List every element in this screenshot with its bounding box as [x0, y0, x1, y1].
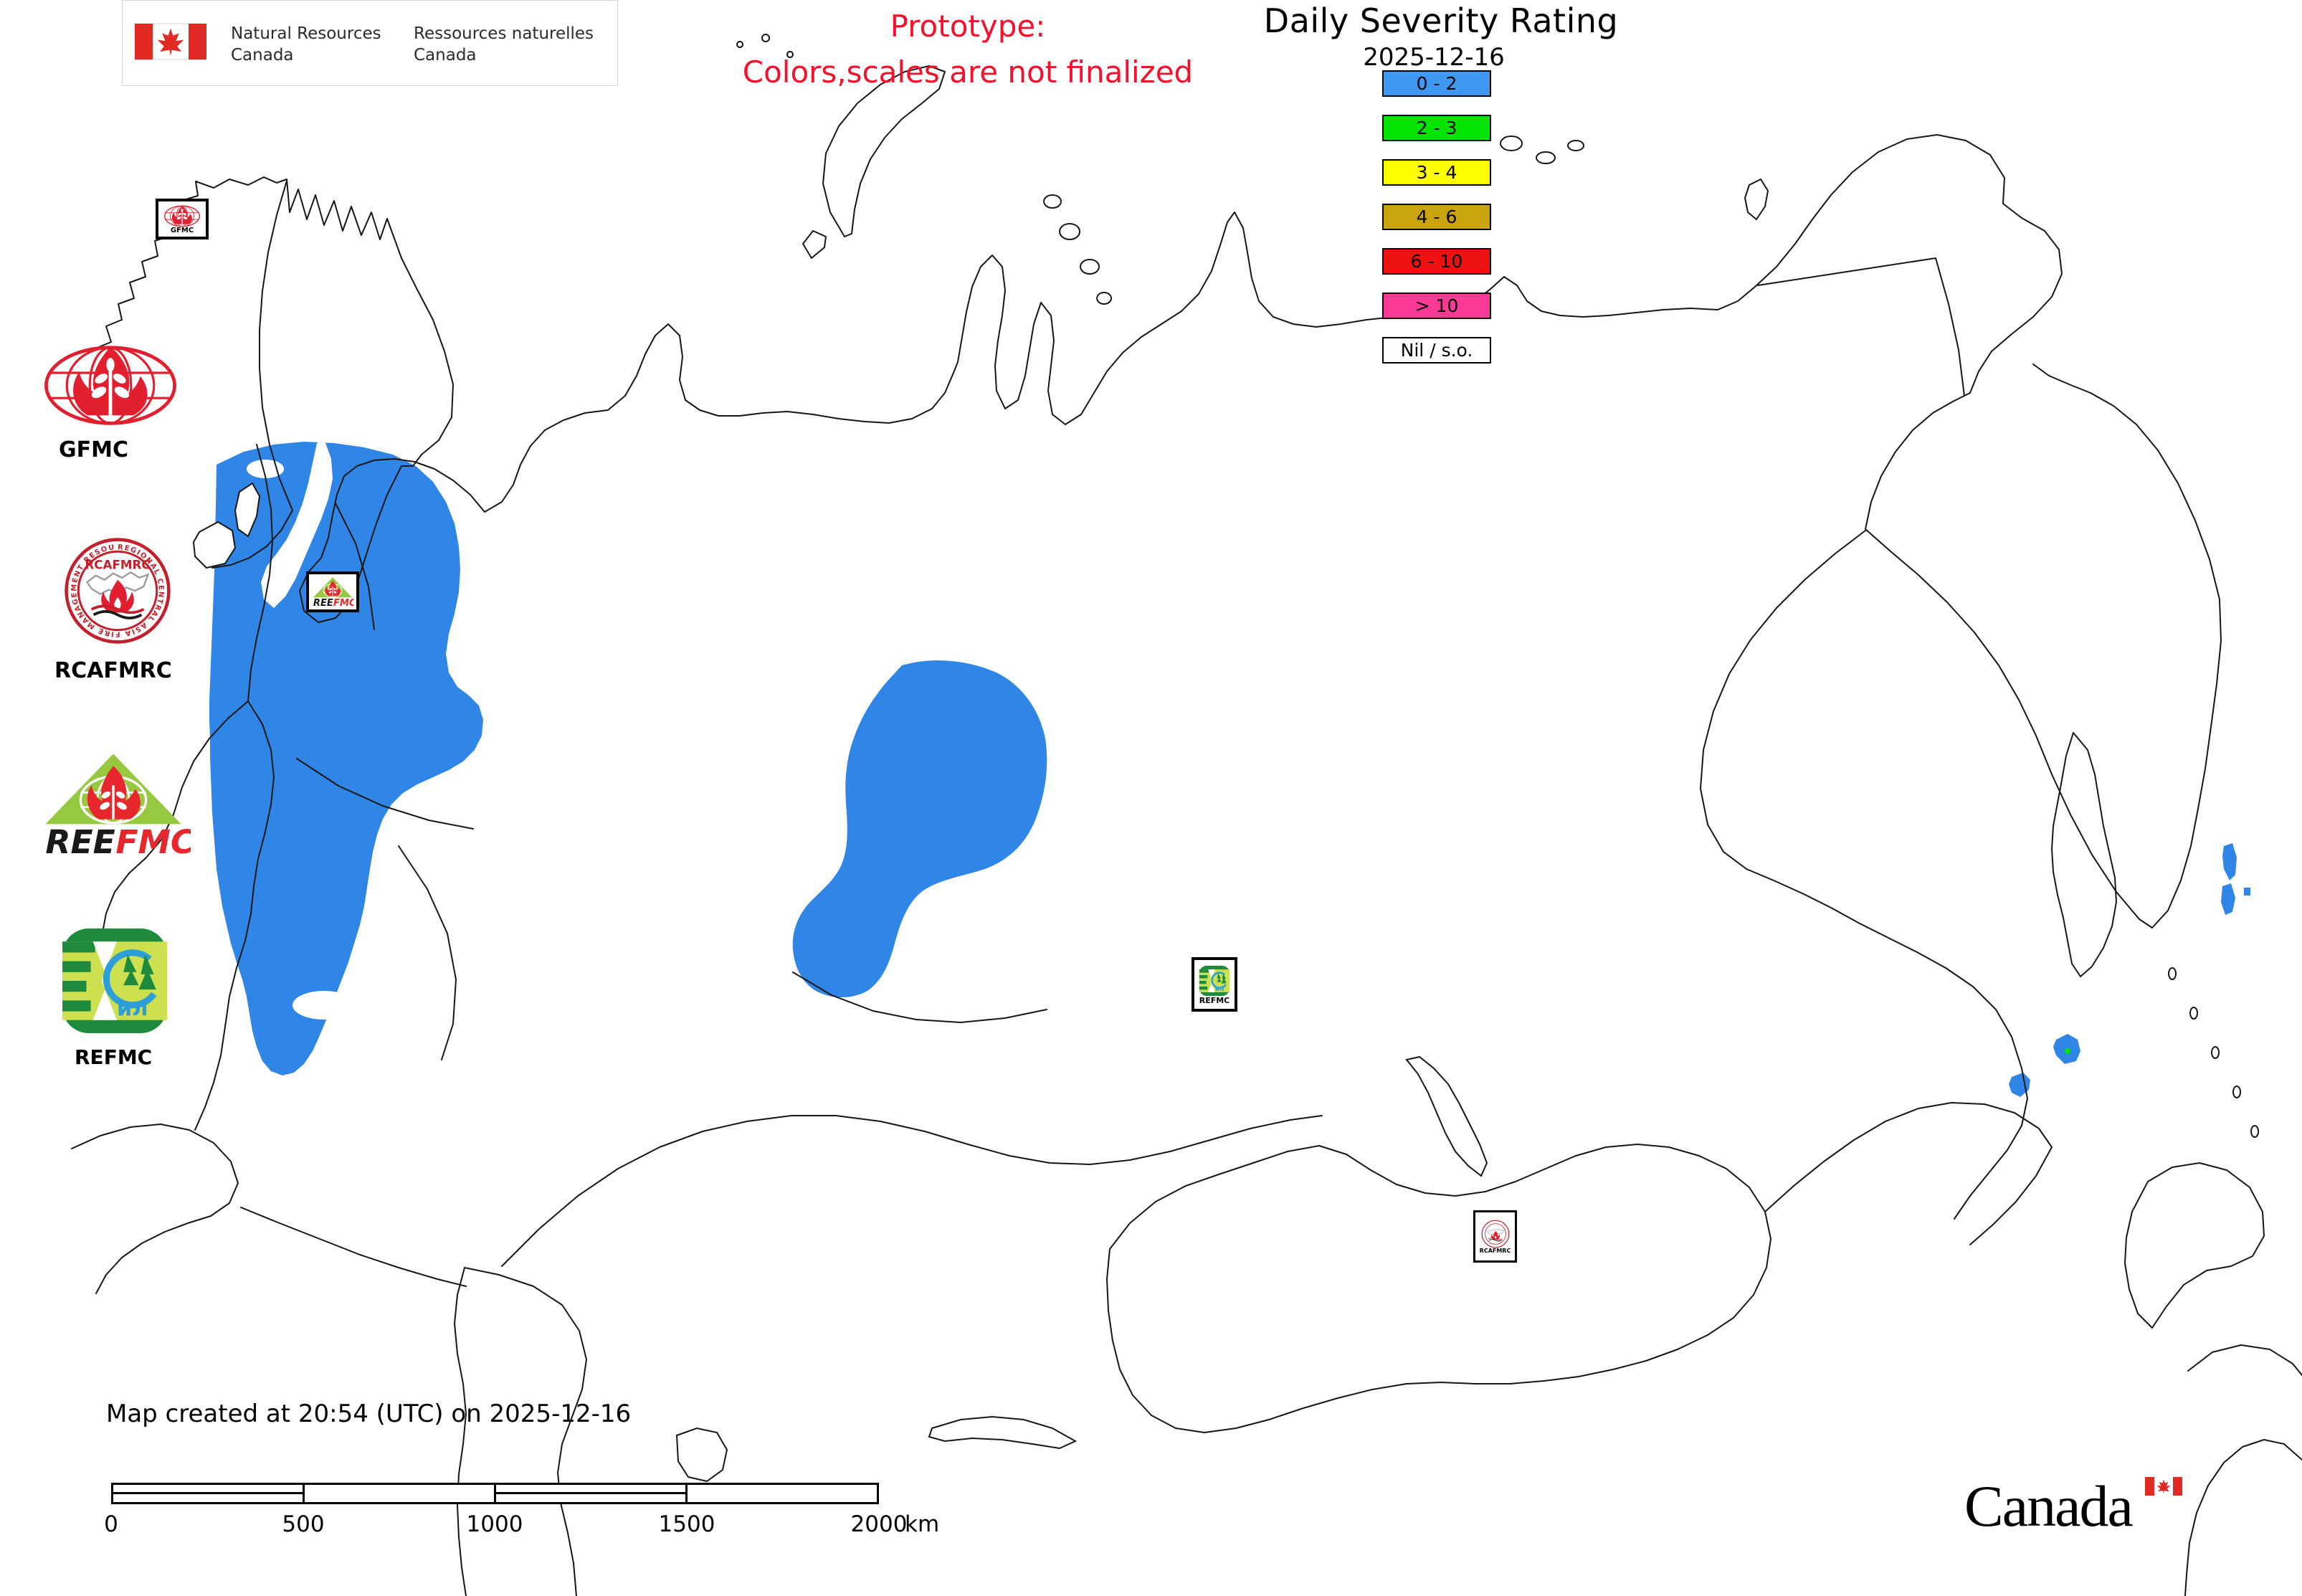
map-marker-gfmc: GFMC: [156, 199, 209, 239]
border-russia-china: [1764, 1102, 2053, 1245]
map-marker-reefmc: [306, 571, 359, 612]
scale-segment-4: [688, 1485, 877, 1502]
legend-item-6-10: 6 - 10: [1382, 248, 1491, 275]
nrcan-en-line2: Canada: [231, 46, 294, 65]
border-dateline: [1757, 257, 1965, 396]
legend-item-4-6: 4 - 6: [1382, 204, 1491, 230]
island-wrangel: [1744, 179, 1769, 220]
scale-segment-midline: [113, 1492, 303, 1494]
gfmc-marker-label: GFMC: [170, 226, 194, 234]
border-sweden-finland: [211, 180, 293, 569]
islands-arctic-small: [736, 34, 794, 58]
border-interior-3: [398, 845, 457, 1060]
rcafmrc-inner-text: RCAFMRC: [85, 558, 150, 572]
caspian-sea: [454, 1267, 587, 1596]
canada-wordmark: Canada: [1964, 1473, 2134, 1539]
rcafmrc-marker-label: RCAFMRC: [1479, 1247, 1511, 1254]
border-interior-4: [792, 972, 1047, 1023]
lake-baikal: [1405, 1055, 1488, 1177]
coast-chukotka-kamchatka: [1754, 134, 2222, 928]
scale-segment-3: [496, 1485, 688, 1502]
refmc-logo-icon: [60, 926, 169, 1035]
severity-patch-primorye-2: [2009, 1073, 2030, 1097]
severity-legend: 0 - 2 2 - 3 3 - 4 4 - 6 6 - 10 > 10 Nil …: [1382, 70, 1491, 381]
gfmc-logo-caption: GFMC: [59, 437, 128, 462]
scale-tick-1000: 1000: [466, 1511, 523, 1537]
legend-item-nil: Nil / s.o.: [1382, 337, 1491, 364]
gfmc-logo-icon: [42, 338, 179, 430]
border-interior-2: [296, 758, 474, 830]
island-novaya-zemlya: [802, 65, 946, 259]
legend-item-0-2: 0 - 2: [1382, 70, 1491, 97]
island-sakhalin: [2051, 732, 2117, 977]
islands-severnaya-zemlya: [1043, 194, 1113, 305]
prototype-notice-line2: Colors,scales are not finalized: [742, 54, 1194, 90]
gfmc-marker-icon: [164, 204, 200, 227]
border-russia-west: [194, 700, 275, 1131]
page-title: Daily Severity Rating: [1263, 1, 1619, 40]
canada-wordmark-flag-icon: [2145, 1477, 2182, 1496]
scale-unit-label: km: [905, 1511, 940, 1537]
severity-patch-kamchatka-1: [2222, 843, 2237, 880]
legend-item-3-4: 3 - 4: [1382, 159, 1491, 186]
refmc-marker-label: REFMC: [1199, 995, 1230, 1005]
legend-item-2-3: 2 - 3: [1382, 115, 1491, 141]
rcafmrc-marker-icon: [1481, 1220, 1509, 1248]
reefmc-logo-icon: [44, 752, 191, 860]
border-kazakhstan: [501, 1115, 1323, 1267]
scale-segment-2: [305, 1485, 496, 1502]
nrcan-fr-line2: Canada: [414, 46, 477, 65]
border-interior-1: [335, 503, 375, 630]
border-mongolia: [1106, 1144, 1771, 1433]
scale-tick-500: 500: [282, 1511, 325, 1537]
scale-segment-midline: [496, 1492, 685, 1494]
nrcan-name-french: Ressources naturelles Canada: [414, 23, 594, 66]
coast-okhotsk-primorye: [1700, 530, 2028, 1220]
reefmc-marker-icon: [313, 576, 353, 608]
map-date: 2025-12-16: [1363, 43, 1505, 72]
severity-patch-kamchatka-3: [2244, 888, 2250, 896]
nrcan-en-line1: Natural Resources: [231, 24, 381, 43]
severity-region-european-russia: [209, 442, 483, 1075]
refmc-logo-caption: REFMC: [75, 1045, 153, 1069]
white-sea: [261, 439, 333, 608]
map-marker-refmc: REFMC: [1192, 957, 1237, 1012]
island-hokkaido: [2124, 1162, 2265, 1329]
map-marker-rcafmrc: RCAFMRC: [1473, 1210, 1517, 1263]
border-caucasus: [240, 1207, 467, 1287]
scale-bar: [111, 1483, 879, 1504]
black-sea-azov-coast: [71, 1124, 239, 1294]
nrcan-fr-line1: Ressources naturelles: [414, 24, 594, 43]
border-finland-russia: [247, 444, 273, 702]
scale-tick-1500: 1500: [658, 1511, 715, 1537]
coast-scandinavia-north-russia: [78, 176, 1756, 623]
lake-balkhash: [928, 1415, 1078, 1450]
scale-tick-2000: 2000: [850, 1511, 908, 1537]
coast-honshu: [2184, 1344, 2302, 1596]
prototype-notice-line1: Prototype:: [890, 9, 1046, 44]
lake-onega: [234, 482, 261, 538]
severity-region-west-siberia: [792, 660, 1047, 997]
canada-flag-icon: [135, 23, 206, 60]
lake-aral: [675, 1427, 728, 1483]
scale-tick-0: 0: [104, 1511, 118, 1537]
map-created-text: Map created at 20:54 (UTC) on 2025-12-16: [106, 1400, 632, 1428]
nrcan-name-english: Natural Resources Canada: [231, 23, 381, 66]
severity-patch-kamchatka-2: [2221, 883, 2235, 915]
refmc-marker-icon: [1199, 964, 1230, 997]
scale-segment-1: [113, 1485, 305, 1502]
lake-ladoga: [192, 521, 237, 569]
rcafmrc-logo-caption: RCAFMRC: [54, 658, 172, 683]
severity-patch-primorye-green: [2065, 1048, 2070, 1054]
islands-kuril: [2168, 967, 2260, 1138]
islands-new-siberian: [1500, 136, 1585, 164]
rcafmrc-logo-icon: REGIONAL CENTRAL ASIA FIRE MANAGEMENT RE…: [63, 536, 172, 645]
lake-hole-south: [292, 991, 356, 1020]
legend-item-gt10: > 10: [1382, 293, 1491, 319]
